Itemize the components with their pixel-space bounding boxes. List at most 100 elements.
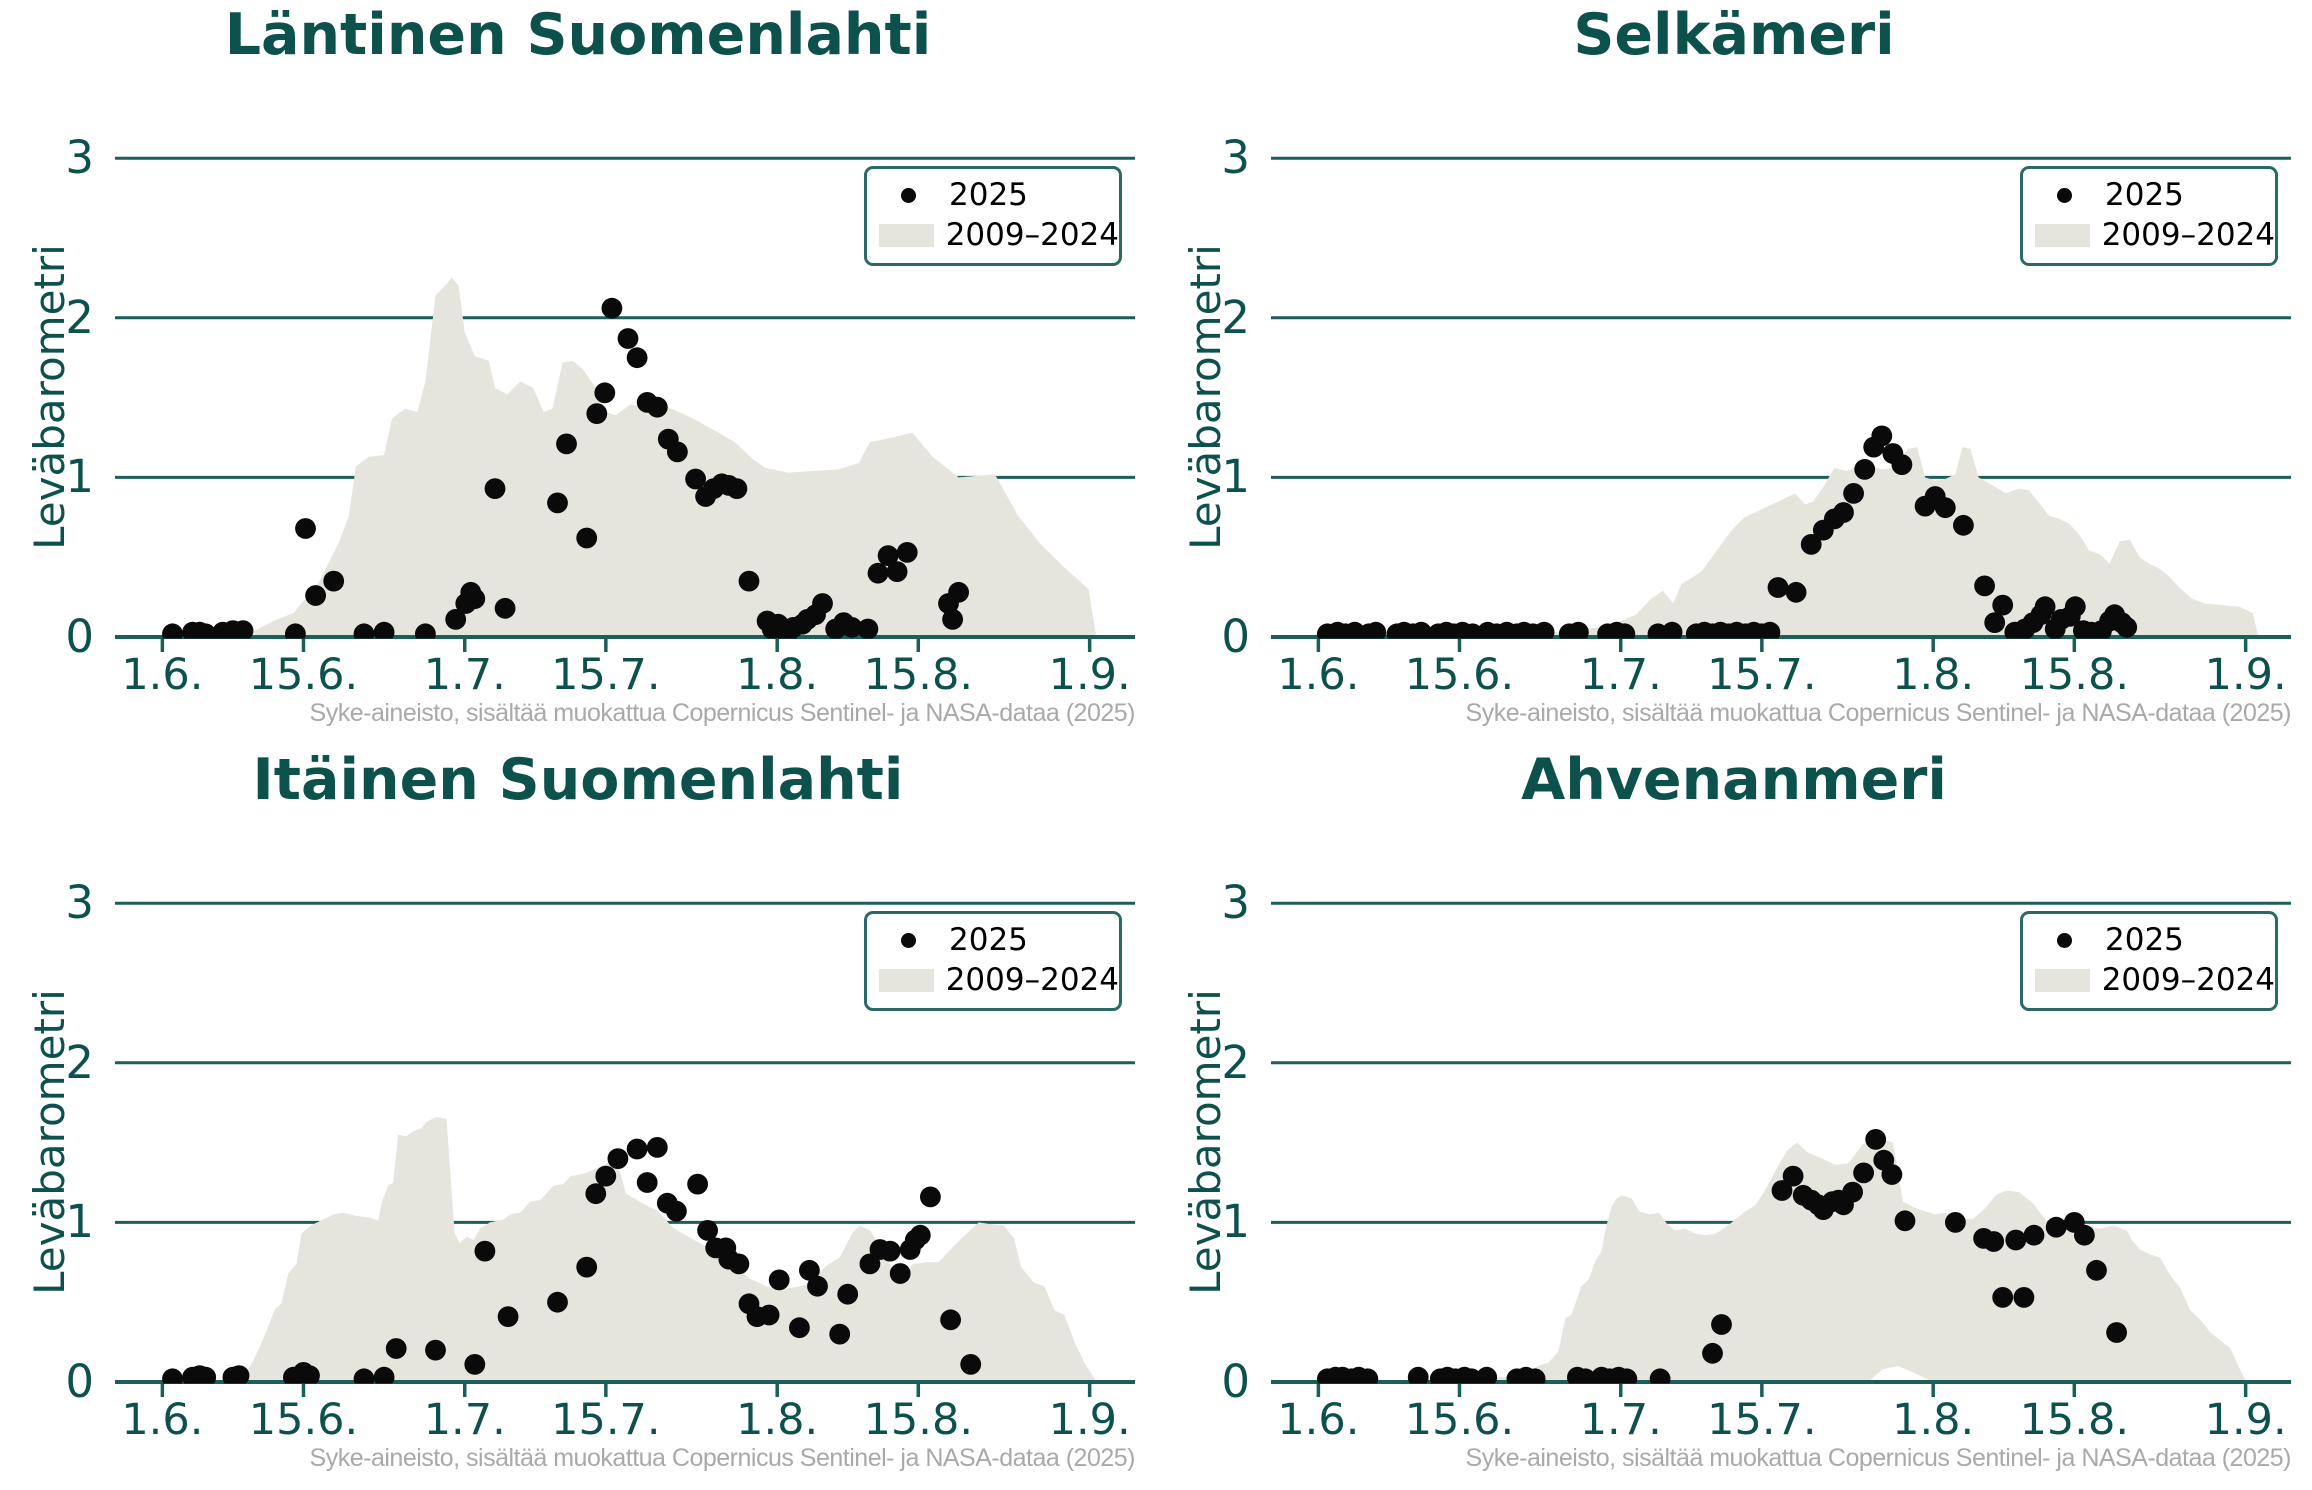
data-point bbox=[1992, 1287, 2014, 1308]
data-point bbox=[812, 593, 833, 614]
legend-label: 2025 bbox=[2105, 177, 2184, 213]
legend-row-2025: 2025 bbox=[2023, 175, 2275, 215]
data-point bbox=[162, 1368, 183, 1384]
data-point bbox=[896, 542, 918, 563]
data-point bbox=[1785, 581, 1807, 603]
data-point bbox=[1575, 1368, 1596, 1384]
data-point bbox=[1865, 1129, 1887, 1150]
x-tick-label: 15.8. bbox=[2019, 1395, 2129, 1445]
data-point bbox=[1661, 621, 1683, 639]
data-point bbox=[837, 1283, 859, 1305]
y-tick-label: 3 bbox=[1221, 131, 1250, 185]
data-point bbox=[1854, 459, 1876, 480]
y-tick-label: 1 bbox=[1221, 1195, 1250, 1249]
y-tick-label: 1 bbox=[1221, 450, 1250, 504]
chart-lantinen-suomenlahti: Läntinen Suomenlahti Leväbarometri 2025 … bbox=[0, 0, 1156, 745]
x-tick-label: 1.6. bbox=[121, 1395, 204, 1445]
legend: 2025 2009–2024 bbox=[2020, 166, 2278, 266]
y-tick-label: 3 bbox=[65, 876, 94, 930]
y-axis-label: Leväbarometri bbox=[25, 244, 74, 550]
y-tick-label: 0 bbox=[1221, 610, 1250, 663]
legend: 2025 2009–2024 bbox=[2020, 911, 2278, 1011]
chart-canvas bbox=[115, 901, 1135, 1397]
data-point bbox=[738, 570, 760, 592]
chart-title: Selkämeri bbox=[1573, 2, 1895, 68]
data-point bbox=[909, 1224, 931, 1246]
data-point bbox=[829, 1323, 851, 1345]
data-point bbox=[1983, 1231, 2005, 1252]
y-axis-label: Leväbarometri bbox=[1181, 989, 1230, 1295]
y-tick-label: 2 bbox=[65, 290, 94, 344]
data-source-caption: Syke-aineisto, sisältää muokattua Copern… bbox=[1465, 1444, 2292, 1472]
data-point bbox=[595, 1165, 617, 1187]
data-point bbox=[415, 623, 436, 639]
data-point bbox=[2074, 1224, 2095, 1246]
chart-selkameri: Selkämeri Leväbarometri 2025 2009–2024 S… bbox=[1156, 0, 2312, 745]
legend-label: 2009–2024 bbox=[2101, 962, 2275, 998]
legend-label: 2009–2024 bbox=[2101, 217, 2275, 253]
data-point bbox=[1891, 454, 1913, 475]
x-tick-label: 15.6. bbox=[248, 1395, 359, 1445]
y-tick-label: 0 bbox=[65, 1355, 94, 1408]
data-point bbox=[1614, 623, 1636, 639]
data-point bbox=[607, 1148, 629, 1169]
data-point bbox=[726, 478, 748, 499]
chart-canvas bbox=[1271, 901, 2291, 1397]
historical-range-band bbox=[1313, 447, 2258, 637]
legend-dot-marker bbox=[2023, 932, 2105, 948]
data-point bbox=[687, 1173, 708, 1195]
chart-canvas bbox=[1271, 156, 2291, 652]
data-point bbox=[960, 1354, 982, 1375]
data-point bbox=[626, 347, 648, 369]
data-point bbox=[1842, 1181, 1863, 1203]
data-point bbox=[1871, 425, 1893, 447]
data-point bbox=[474, 1240, 496, 1262]
data-point bbox=[667, 441, 688, 463]
data-point bbox=[464, 1354, 486, 1375]
legend: 2025 2009–2024 bbox=[864, 166, 1122, 266]
data-point bbox=[789, 1317, 810, 1339]
chart-canvas bbox=[115, 156, 1135, 652]
data-point bbox=[2106, 1322, 2127, 1343]
data-point bbox=[1702, 1342, 1723, 1364]
data-point bbox=[2064, 596, 2086, 618]
x-tick-label: 1.8. bbox=[736, 1395, 819, 1445]
chart-title: Ahvenanmeri bbox=[1521, 747, 1947, 813]
data-point bbox=[636, 1172, 658, 1193]
y-tick-label: 3 bbox=[65, 131, 94, 185]
x-tick-label: 15.7. bbox=[1707, 1395, 1817, 1445]
data-point bbox=[585, 1183, 607, 1205]
scatter-series-2025 bbox=[162, 297, 969, 639]
x-tick-label: 15.6. bbox=[1404, 1395, 1515, 1445]
data-point bbox=[1894, 1210, 1916, 1232]
x-tick-label: 1.9. bbox=[2204, 1395, 2287, 1445]
scatter-dot-icon bbox=[900, 187, 916, 203]
band-swatch-icon bbox=[2035, 968, 2090, 992]
data-point bbox=[1881, 1164, 1903, 1185]
data-source-caption: Syke-aineisto, sisältää muokattua Copern… bbox=[1465, 699, 2292, 727]
plot-area: 2025 2009–2024 bbox=[115, 900, 1135, 1397]
data-point bbox=[697, 1220, 718, 1241]
plot-area: 2025 2009–2024 bbox=[1271, 155, 2291, 652]
plot-area: 2025 2009–2024 bbox=[115, 155, 1135, 652]
data-point bbox=[195, 623, 217, 639]
legend-row-2025: 2025 bbox=[2023, 920, 2275, 960]
data-point bbox=[373, 1366, 395, 1384]
x-tick-label: 1.8. bbox=[736, 650, 819, 700]
x-tick-label: 15.7. bbox=[1707, 650, 1817, 700]
legend-label: 2009–2024 bbox=[945, 962, 1119, 998]
y-tick-label: 1 bbox=[65, 1195, 94, 1249]
data-point bbox=[2034, 596, 2056, 618]
data-point bbox=[859, 1253, 881, 1275]
data-point bbox=[556, 433, 577, 455]
data-point bbox=[228, 1365, 250, 1384]
data-point bbox=[617, 328, 639, 349]
x-tick-label: 1.8. bbox=[1892, 1395, 1975, 1445]
band-swatch-icon bbox=[879, 223, 934, 247]
data-point bbox=[1365, 621, 1387, 639]
y-tick-label: 2 bbox=[1221, 290, 1250, 344]
data-point bbox=[857, 618, 879, 639]
y-axis-label: Leväbarometri bbox=[25, 989, 74, 1295]
data-point bbox=[2045, 1216, 2067, 1238]
data-point bbox=[889, 1263, 911, 1284]
